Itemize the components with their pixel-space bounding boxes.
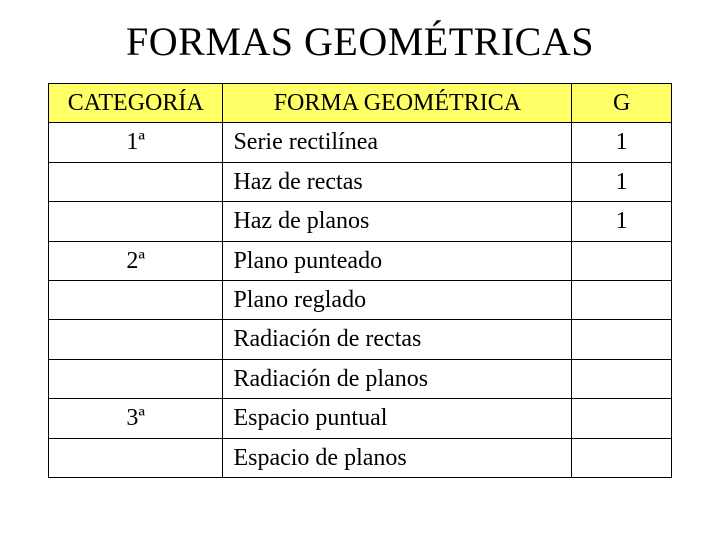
table-row: Haz de planos 1 xyxy=(49,202,672,241)
table-row: Haz de rectas 1 xyxy=(49,162,672,201)
cell-g xyxy=(572,399,672,438)
table-row: Espacio de planos xyxy=(49,438,672,477)
cell-categoria xyxy=(49,320,223,359)
geometric-forms-table: CATEGORÍA FORMA GEOMÉTRICA G 1ª Serie re… xyxy=(48,83,672,478)
cell-categoria: 1ª xyxy=(49,123,223,162)
cell-categoria xyxy=(49,359,223,398)
cell-categoria xyxy=(49,162,223,201)
table-row: Radiación de planos xyxy=(49,359,672,398)
cell-g xyxy=(572,320,672,359)
cell-forma: Radiación de rectas xyxy=(223,320,572,359)
col-header-categoria: CATEGORÍA xyxy=(49,84,223,123)
page-title: FORMAS GEOMÉTRICAS xyxy=(48,18,672,65)
cell-g xyxy=(572,241,672,280)
table-header-row: CATEGORÍA FORMA GEOMÉTRICA G xyxy=(49,84,672,123)
cell-categoria: 3ª xyxy=(49,399,223,438)
cell-forma: Espacio de planos xyxy=(223,438,572,477)
cell-categoria xyxy=(49,280,223,319)
col-header-forma: FORMA GEOMÉTRICA xyxy=(223,84,572,123)
cell-forma: Plano reglado xyxy=(223,280,572,319)
cell-g xyxy=(572,438,672,477)
cell-forma: Serie rectilínea xyxy=(223,123,572,162)
cell-forma: Espacio puntual xyxy=(223,399,572,438)
cell-forma: Plano punteado xyxy=(223,241,572,280)
table-row: 3ª Espacio puntual xyxy=(49,399,672,438)
page: FORMAS GEOMÉTRICAS CATEGORÍA FORMA GEOMÉ… xyxy=(0,0,720,478)
cell-forma: Radiación de planos xyxy=(223,359,572,398)
cell-categoria xyxy=(49,438,223,477)
cell-categoria xyxy=(49,202,223,241)
table-row: 2ª Plano punteado xyxy=(49,241,672,280)
table-row: Radiación de rectas xyxy=(49,320,672,359)
cell-g: 1 xyxy=(572,123,672,162)
col-header-g: G xyxy=(572,84,672,123)
cell-forma: Haz de rectas xyxy=(223,162,572,201)
cell-g xyxy=(572,359,672,398)
cell-g xyxy=(572,280,672,319)
cell-forma: Haz de planos xyxy=(223,202,572,241)
cell-g: 1 xyxy=(572,162,672,201)
table-row: Plano reglado xyxy=(49,280,672,319)
cell-g: 1 xyxy=(572,202,672,241)
table-row: 1ª Serie rectilínea 1 xyxy=(49,123,672,162)
cell-categoria: 2ª xyxy=(49,241,223,280)
